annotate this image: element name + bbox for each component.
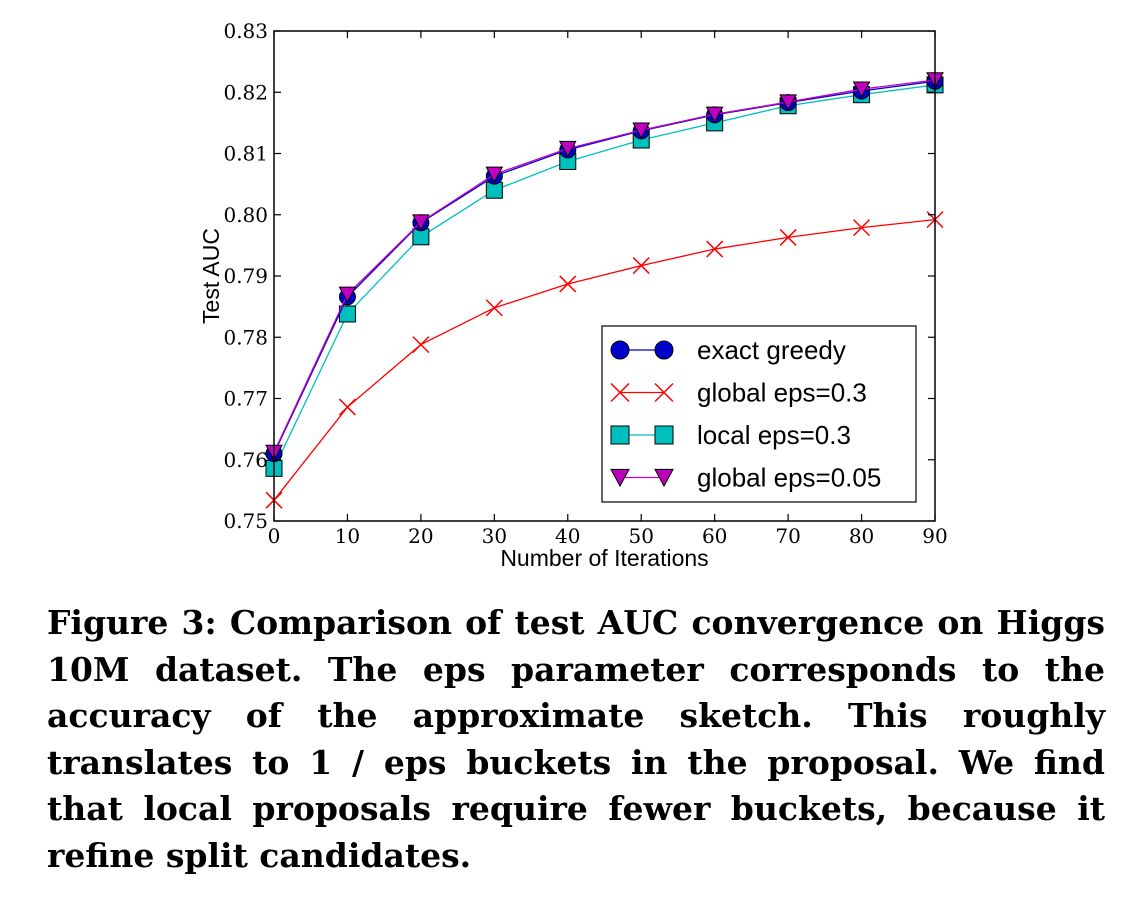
- legend: exact greedy global eps=0.3 local eps=0.3 g…: [601, 325, 917, 503]
- data-point: [779, 94, 797, 111]
- x-marker-stroke: [779, 228, 797, 246]
- x-tick-label: 60: [702, 524, 727, 548]
- data-point: [558, 140, 577, 158]
- legend-marker: [654, 468, 674, 488]
- data-point: [706, 240, 724, 258]
- legend-box: [601, 325, 917, 503]
- x-marker-stroke: [338, 398, 356, 416]
- y-axis-label: Test AUC: [198, 228, 224, 324]
- x-tick-label: 30: [482, 524, 507, 548]
- legend-entry: global eps=0.3: [610, 378, 867, 408]
- x-tick-label: 50: [628, 524, 653, 548]
- y-tick-label: 0.75: [223, 509, 268, 533]
- data-point: [559, 275, 577, 293]
- x-marker-stroke: [485, 299, 503, 317]
- legend-marker: [610, 468, 630, 488]
- data-point: [412, 214, 430, 231]
- x-tick-label: 70: [775, 524, 800, 548]
- x-marker-stroke: [412, 336, 430, 354]
- data-point: [779, 228, 797, 246]
- data-point: [338, 286, 357, 304]
- data-point: [632, 257, 650, 275]
- x-tick-label: 20: [408, 524, 433, 548]
- data-point: [853, 219, 871, 237]
- data-point: [485, 166, 504, 183]
- figure-caption: Figure 3: Comparison of test AUC converg…: [47, 603, 1105, 875]
- series-line: [273, 80, 936, 454]
- y-tick-label: 0.76: [223, 448, 268, 472]
- legend-label: global eps=0.05: [697, 463, 881, 493]
- y-tick-label: 0.82: [223, 80, 268, 104]
- data-point: [338, 398, 356, 416]
- series-line: [273, 84, 936, 469]
- legend-marker: [654, 340, 674, 360]
- x-marker-stroke: [610, 382, 630, 403]
- legend-entry: local eps=0.3: [610, 420, 851, 450]
- x-marker-stroke: [632, 257, 650, 275]
- y-tick-label: 0.78: [223, 325, 268, 349]
- legend-marker: [610, 340, 630, 360]
- legend-marker: [654, 425, 674, 445]
- data-point: [412, 336, 430, 354]
- legend-marker: [610, 382, 630, 403]
- series-layer: [265, 72, 944, 509]
- y-tick-label: 0.80: [223, 203, 268, 227]
- x-tick-label: 40: [555, 524, 580, 548]
- ticks-layer: 0 10 20 30 40 50 60 70 80 90 0.75 0.76 0.77 0.78 0.79 0…: [223, 19, 947, 548]
- legend-entry: global eps=0.05: [610, 463, 881, 493]
- x-marker-stroke: [559, 275, 577, 293]
- series-line: [273, 219, 936, 501]
- legend-label: local eps=0.3: [697, 420, 851, 450]
- legend-entry: exact greedy: [610, 335, 846, 365]
- x-tick-label: 90: [922, 524, 947, 548]
- legend-marker: [610, 425, 630, 445]
- legend-label: exact greedy: [697, 335, 846, 365]
- x-tick-label: 80: [849, 524, 874, 548]
- x-marker-stroke: [706, 240, 724, 258]
- series-global-eps-0-3: [265, 211, 944, 509]
- auc-convergence-chart: 0 10 20 30 40 50 60 70 80 90 0.75 0.76 0.77 0.78 0.79 0…: [198, 19, 948, 571]
- legend-marker: [654, 382, 674, 403]
- y-tick-label: 0.77: [223, 387, 268, 411]
- x-marker-stroke: [654, 382, 674, 403]
- data-point: [485, 299, 503, 317]
- x-tick-label: 0: [268, 524, 281, 548]
- legend-label: global eps=0.3: [697, 378, 867, 408]
- data-point: [852, 81, 871, 98]
- x-marker-stroke: [853, 219, 871, 237]
- y-tick-label: 0.81: [223, 142, 268, 166]
- x-axis-label: Number of Iterations: [500, 545, 708, 571]
- x-tick-label: 10: [335, 524, 360, 548]
- data-point: [705, 106, 724, 123]
- series-line: [273, 79, 936, 453]
- data-point: [632, 122, 651, 139]
- y-tick-label: 0.79: [223, 264, 268, 288]
- y-tick-label: 0.83: [223, 19, 268, 43]
